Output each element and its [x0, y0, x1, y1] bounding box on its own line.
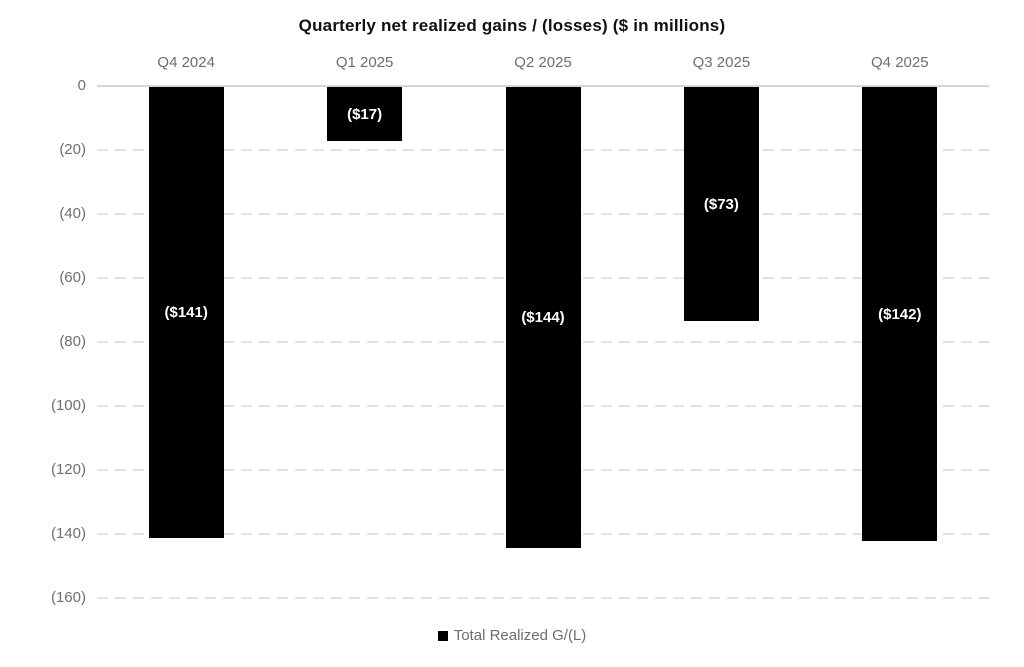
- category-label: Q3 2025: [692, 54, 751, 71]
- category-label: Q4 2025: [871, 54, 929, 71]
- bar-value-label: ($144): [521, 309, 565, 326]
- bar-q4-2025: ($142): [862, 87, 938, 541]
- zero-axis-line: [97, 85, 989, 87]
- bar-q1-2025: ($17): [327, 87, 403, 141]
- category-label: Q1 2025: [335, 54, 394, 71]
- legend: Total Realized G/(L): [0, 627, 1024, 644]
- y-axis-tick-label: 0: [77, 77, 86, 94]
- y-axis-tick-label: (160): [50, 589, 86, 606]
- legend-label: Total Realized G/(L): [453, 627, 587, 644]
- bar-value-label: ($141): [164, 304, 208, 321]
- bar-value-label: ($17): [347, 105, 383, 123]
- gridline: [97, 597, 989, 599]
- category-label: Q4 2024: [157, 54, 215, 71]
- chart-title: Quarterly net realized gains / (losses) …: [298, 16, 726, 35]
- category-label: Q2 2025: [514, 54, 572, 71]
- y-axis-tick-label: (60): [59, 269, 86, 286]
- bar-value-label: ($142): [878, 305, 922, 323]
- bar-q3-2025: ($73): [683, 87, 759, 321]
- y-axis-tick-label: (120): [50, 461, 86, 478]
- legend-swatch-icon: [437, 630, 448, 641]
- bar-value-label: ($73): [703, 195, 739, 213]
- y-axis-tick-label: (100): [50, 397, 86, 414]
- y-axis-tick-label: (140): [50, 525, 86, 542]
- bar-q2-2025: ($144): [505, 87, 581, 548]
- y-axis-tick-label: (20): [59, 141, 86, 158]
- y-axis-tick-label: (80): [59, 333, 86, 350]
- bar-q4-2024: ($141): [148, 87, 224, 538]
- y-axis-tick-label: (40): [59, 205, 86, 222]
